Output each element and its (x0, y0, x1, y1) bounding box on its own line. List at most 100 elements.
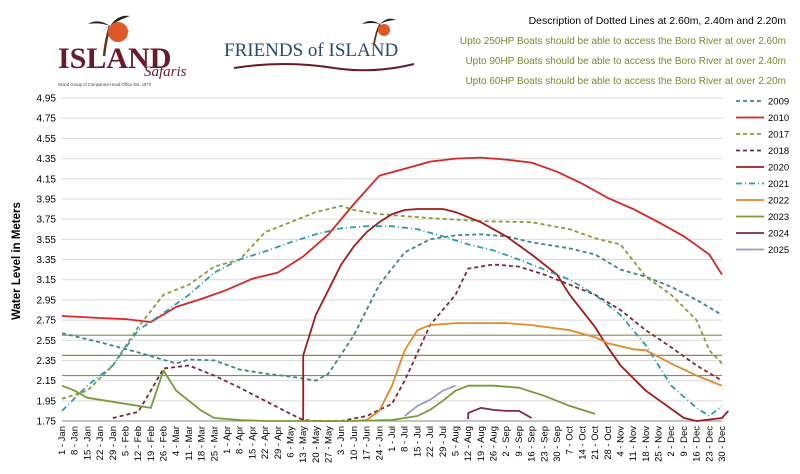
sun-icon (108, 22, 128, 42)
legend-label-2023: 2023 (768, 212, 789, 223)
description-line-90hp: Upto 90HP Boats should be able to access… (465, 56, 786, 67)
x-tick-label: 8 - Apr (235, 426, 246, 454)
series-line-2018 (112, 263, 723, 422)
x-tick-label: 2 - Dec (666, 426, 677, 457)
series-line-2021 (61, 225, 723, 417)
reference-lines (62, 334, 722, 377)
x-tick-label: 15 - Jul (412, 426, 423, 457)
series-line-2024 (467, 407, 533, 419)
x-tick-label: 8 - Jan (70, 426, 81, 455)
x-tick-label: 28 - Oct (603, 426, 614, 460)
y-tick-label: 1.95 (37, 396, 57, 407)
x-tick-label: 24 - Jun (374, 426, 385, 460)
x-tick-label: 22 - Jul (425, 426, 436, 457)
series-line-2009 (61, 233, 723, 382)
x-tick-label: 27 - May (324, 426, 335, 463)
x-tick-label: 22 - Jan (95, 426, 106, 460)
x-tick-label: 3 - Jun (336, 426, 347, 455)
y-tick-label: 4.15 (37, 174, 57, 185)
x-tick-label: 8 - Jul (400, 426, 411, 452)
series-line-2020 (302, 208, 729, 422)
x-tick-label: 10 - Jun (349, 426, 360, 460)
y-axis-label: Water Level in Meters (11, 202, 23, 320)
legend-label-2017: 2017 (768, 130, 789, 141)
description-title: Description of Dotted Lines at 2.60m, 2.… (528, 15, 786, 27)
island-logo-name: ISLAND (58, 42, 171, 75)
x-tick-label: 15 - Jan (82, 426, 93, 460)
description-line-60hp: Upto 60HP Boats should be able to access… (465, 76, 786, 87)
x-tick-label: 16 - Sep (527, 426, 538, 462)
y-tick-label: 3.35 (37, 255, 57, 266)
y-axis: 1.75 1.95 2.15 2.35 2.55 2.75 2.95 3.15 3.35 3.55… (37, 94, 57, 428)
x-tick-label: 7 - Oct (565, 426, 576, 455)
description-line-250hp: Upto 250HP Boats should be able to acces… (459, 36, 786, 47)
y-tick-label: 3.95 (37, 194, 57, 205)
x-tick-label: 14 - Oct (577, 426, 588, 460)
x-tick-label: 18 - Nov (641, 426, 652, 462)
y-tick-label: 3.15 (37, 275, 57, 286)
x-tick-label: 11 - Mar (184, 426, 195, 461)
x-tick-label: 25 - Mar (209, 426, 220, 461)
y-tick-label: 4.95 (37, 94, 57, 105)
y-tick-label: 2.75 (37, 316, 57, 327)
x-tick-label: 18 - Mar (197, 426, 208, 461)
wave-decoration (233, 63, 415, 72)
x-tick-label: 9 - Dec (679, 426, 690, 457)
x-tick-label: 23 - Sep (539, 426, 550, 462)
x-tick-label: 26 - Aug (489, 426, 500, 461)
y-tick-label: 2.55 (37, 336, 57, 347)
x-tick-label: 1 - Jul (387, 426, 398, 452)
x-tick-label: 29 - Jul (438, 426, 449, 457)
friends-logo-text: FRIENDS of ISLAND (224, 40, 398, 61)
x-tick-label: 11 - Nov (628, 426, 639, 461)
series-line-2025 (404, 384, 456, 417)
x-tick-label: 9 - Sep (514, 426, 525, 457)
x-tick-label: 25 - Nov (654, 426, 665, 462)
series-line-2023 (61, 369, 596, 422)
x-tick-label: 15 - Apr (247, 426, 258, 459)
x-tick-label: 1 - Jan (57, 426, 68, 455)
x-tick-label: 30 - Dec (717, 426, 728, 462)
x-tick-label: 30 - Sep (552, 426, 563, 462)
y-tick-label: 4.55 (37, 134, 57, 145)
x-tick-label: 4 - Nov (615, 426, 626, 457)
x-tick-label: 12 - Feb (133, 426, 144, 461)
y-tick-label: 3.75 (37, 215, 57, 226)
dotted-lines-description: Description of Dotted Lines at 2.60m, 2.… (460, 15, 786, 96)
chart-legend: 2009 2010 2017 2018 2020 2021 2022 2023 2024 2025 (736, 97, 789, 256)
x-tick-label: 20 - May (311, 426, 322, 463)
x-tick-label: 4 - Mar (171, 426, 182, 456)
legend-label-2024: 2024 (768, 229, 789, 240)
island-logo-sub: Safaris (144, 64, 187, 80)
legend-label-2025: 2025 (768, 245, 789, 256)
x-tick-label: 17 - Jun (362, 426, 373, 460)
legend-label-2022: 2022 (768, 196, 789, 207)
legend-label-2010: 2010 (768, 113, 789, 124)
x-tick-label: 16 - Dec (692, 426, 703, 462)
x-tick-label: 29 - Jan (108, 426, 119, 460)
series-line-2022 (353, 322, 723, 422)
x-tick-label: 13 - May (298, 426, 309, 463)
legend-label-2020: 2020 (768, 163, 789, 174)
x-tick-label: 1 - Apr (222, 426, 233, 454)
x-tick-label: 12 - Aug (463, 426, 474, 461)
x-tick-label: 21 - Oct (590, 426, 601, 460)
x-tick-label: 6 - May (285, 426, 296, 458)
x-tick-label: 19 - Feb (146, 426, 157, 461)
y-tick-label: 2.15 (37, 376, 57, 387)
x-axis: 1 - Jan 8 - Jan 15 - Jan 22 - Jan 29 - Jan 5 … (57, 420, 728, 463)
island-logo-tagline: Island Group of Companies Head Office Es… (58, 82, 152, 87)
y-tick-label: 2.95 (37, 295, 57, 306)
x-tick-label: 29 - Apr (273, 426, 284, 459)
small-palm-icon (362, 18, 396, 45)
island-safaris-logo: ISLAND Safaris Island Group of Companies… (58, 15, 187, 87)
x-tick-label: 5 - Feb (120, 426, 131, 456)
y-tick-label: 1.75 (37, 417, 57, 428)
legend-label-2021: 2021 (768, 179, 789, 190)
x-tick-label: 2 - Sep (501, 426, 512, 457)
y-tick-label: 3.55 (37, 235, 57, 246)
legend-label-2009: 2009 (768, 97, 789, 108)
series-lines (61, 156, 729, 422)
x-tick-label: 22 - Apr (260, 426, 271, 459)
